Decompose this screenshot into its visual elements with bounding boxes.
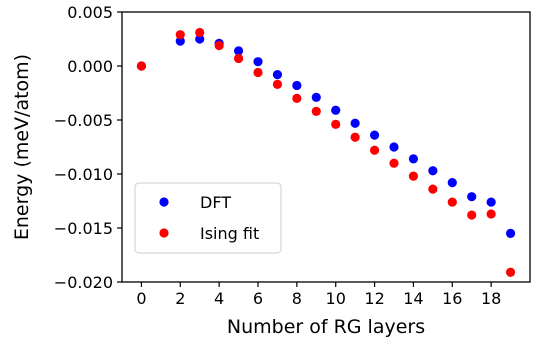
data-point-ising-fit — [195, 27, 205, 38]
x-tick-label: 16 — [442, 289, 462, 308]
data-point-dft — [408, 154, 419, 164]
legend: DFT Ising fit — [134, 182, 282, 254]
data-point-dft — [195, 34, 205, 44]
data-point-ising-fit — [467, 210, 477, 220]
data-point-dft — [505, 228, 516, 238]
legend-marker-dft — [159, 197, 169, 207]
x-tick-label: 12 — [364, 289, 384, 308]
data-point-ising-fit — [350, 132, 360, 142]
y-tick-label: −0.020 — [54, 273, 113, 292]
data-point-dft — [369, 130, 380, 140]
data-point-ising-fit — [389, 158, 399, 168]
y-tick-label: −0.005 — [54, 111, 113, 130]
data-point-dft — [292, 80, 302, 91]
data-point-ising-fit — [233, 53, 244, 64]
data-point-dft — [175, 36, 185, 46]
x-tick-label: 14 — [403, 289, 423, 308]
data-point-ising-fit — [331, 119, 341, 129]
legend-label-ising-fit: Ising fit — [200, 224, 259, 243]
data-point-dft — [272, 70, 283, 80]
data-point-dft — [253, 57, 263, 67]
data-point-ising-fit — [175, 30, 185, 40]
data-point-ising-fit — [136, 61, 147, 71]
y-axis-ticks: 0.005 0.000 −0.005 −0.010 −0.015 −0.020 — [54, 3, 122, 292]
y-tick-label: 0.005 — [67, 3, 113, 22]
data-point-ising-fit — [428, 184, 438, 194]
x-axis-label: Number of RG layers — [227, 316, 425, 338]
data-point-dft — [311, 92, 321, 102]
y-axis-label: Energy (meV/atom) — [11, 54, 33, 240]
x-tick-label: 0 — [136, 289, 146, 308]
x-tick-label: 4 — [214, 289, 224, 308]
x-tick-label: 10 — [326, 289, 346, 308]
data-point-ising-fit — [369, 145, 380, 155]
x-axis-ticks: 0 2 4 6 8 10 12 14 16 18 — [136, 282, 501, 308]
data-point-dft — [350, 118, 360, 128]
data-point-dft — [428, 166, 438, 176]
legend-label-dft: DFT — [200, 193, 231, 212]
legend-box — [134, 182, 282, 254]
data-point-ising-fit — [272, 79, 283, 89]
data-point-ising-fit — [253, 67, 263, 78]
data-point-ising-fit — [292, 93, 302, 103]
x-tick-label: 2 — [175, 289, 185, 308]
data-point-dft — [331, 105, 341, 115]
data-point-ising-fit — [214, 40, 224, 51]
data-point-ising-fit — [311, 106, 321, 116]
x-tick-label: 8 — [292, 289, 302, 308]
data-point-dft — [467, 192, 477, 202]
data-point-dft — [233, 46, 244, 56]
data-point-dft — [447, 178, 457, 188]
data-points — [136, 27, 516, 277]
data-point-dft — [486, 197, 496, 207]
y-tick-label: −0.015 — [54, 219, 113, 238]
data-point-ising-fit — [505, 267, 516, 277]
data-point-dft — [389, 142, 399, 152]
data-point-ising-fit — [408, 171, 419, 181]
x-tick-label: 18 — [481, 289, 501, 308]
data-point-ising-fit — [486, 209, 496, 219]
data-point-ising-fit — [447, 197, 457, 207]
plot-frame — [121, 11, 531, 283]
y-tick-label: 0.000 — [67, 57, 113, 76]
x-tick-label: 6 — [253, 289, 263, 308]
legend-marker-ising-fit — [159, 228, 169, 238]
y-tick-label: −0.010 — [54, 165, 113, 184]
